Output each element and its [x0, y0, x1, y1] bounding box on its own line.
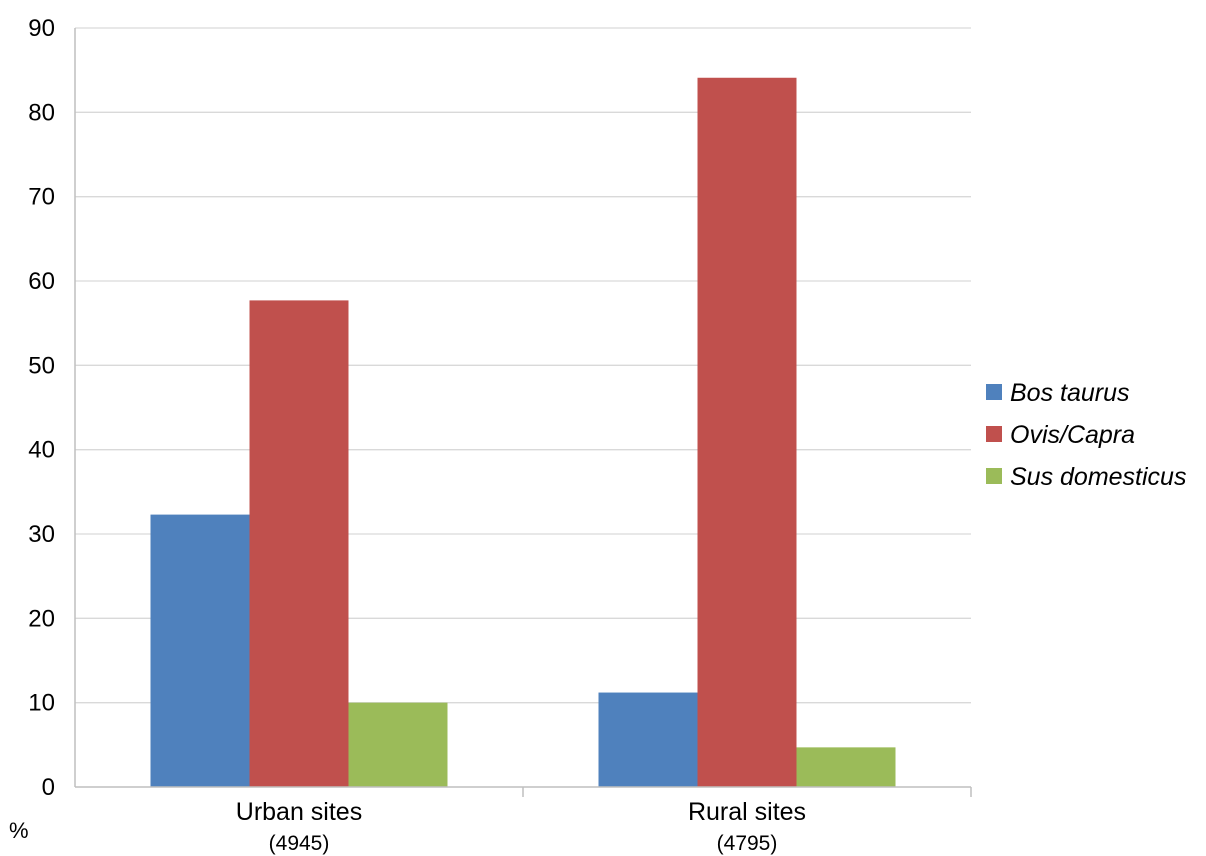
x-category-label: Urban sites	[236, 798, 362, 826]
x-category-count: (4945)	[269, 832, 330, 855]
bar	[249, 300, 349, 787]
legend-label: Sus domesticus	[1010, 463, 1186, 491]
bar	[348, 702, 448, 787]
x-category-count: (4795)	[717, 832, 778, 855]
legend-swatch	[986, 468, 1002, 484]
bar	[697, 77, 797, 788]
legend-label: Ovis/Capra	[1010, 421, 1135, 449]
legend-label: Bos taurus	[1010, 379, 1130, 407]
bar	[796, 747, 896, 787]
y-tick-label: 20	[28, 605, 55, 632]
y-tick-label: 70	[28, 184, 55, 211]
y-tick-label: 50	[28, 352, 55, 379]
y-tick-label: 80	[28, 99, 55, 126]
y-tick-label: 60	[28, 268, 55, 295]
legend: Bos taurus Ovis/Capra Sus domesticus	[986, 379, 1186, 491]
bar	[598, 692, 698, 787]
x-category-label: Rural sites	[688, 798, 806, 826]
x-axis: Urban sites (4945) Rural sites (4795)	[74, 28, 972, 855]
legend-swatch	[986, 384, 1002, 400]
y-tick-label: 10	[28, 690, 55, 717]
bar	[150, 514, 250, 787]
y-axis-ticks: 0 10 20 30 40 50 60 70 80 90	[28, 15, 55, 801]
y-tick-label: 40	[28, 437, 55, 464]
bars	[150, 77, 896, 788]
legend-swatch	[986, 426, 1002, 442]
y-tick-label: 90	[28, 15, 55, 42]
y-axis-unit-label: %	[9, 818, 29, 843]
y-tick-label: 30	[28, 521, 55, 548]
y-tick-label: 0	[42, 774, 55, 801]
